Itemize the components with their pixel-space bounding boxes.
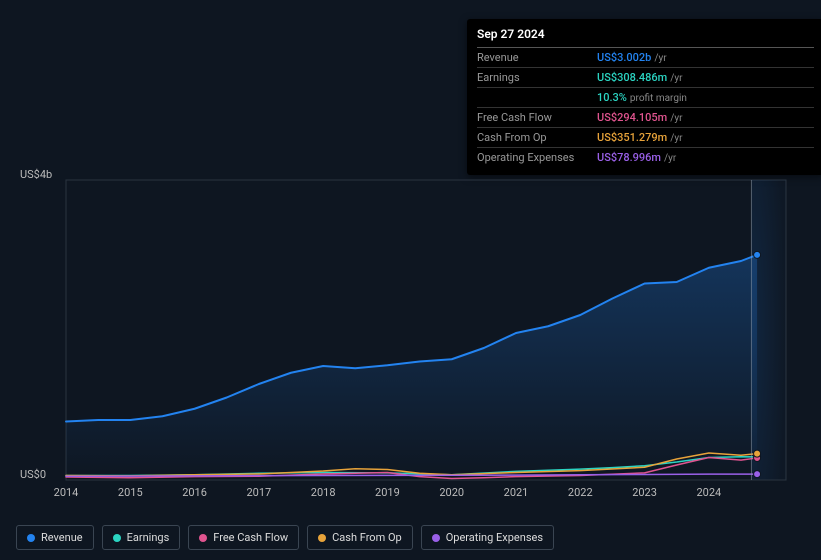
tooltip-row-value: US$351.279m [597,131,667,144]
tooltip-row: RevenueUS$3.002b/yr [477,48,814,68]
tooltip-row-label: Earnings [477,71,597,84]
x-axis-tick-label: 2024 [696,486,721,499]
legend-swatch [432,534,440,542]
tooltip-row-value: US$3.002b [597,51,651,64]
series-end-marker [754,251,761,258]
x-axis-tick-label: 2017 [246,486,271,499]
x-axis-tick-label: 2014 [54,486,79,499]
tooltip-row-suffix: /yr [670,133,682,144]
tooltip-row-suffix: /yr [654,53,666,64]
y-axis-tick-label: US$0 [20,468,46,481]
x-axis-tick-label: 2016 [182,486,207,499]
legend-item[interactable]: Free Cash Flow [188,525,299,550]
legend-swatch [113,534,121,542]
legend-swatch [199,534,207,542]
legend-label: Earnings [127,531,170,544]
series-end-marker [754,471,761,478]
legend-item[interactable]: Earnings [102,525,181,550]
tooltip-row-label: Revenue [477,51,597,64]
legend-item[interactable]: Cash From Op [307,525,413,550]
tooltip-row: Free Cash FlowUS$294.105m/yr [477,108,814,128]
legend-item[interactable]: Revenue [16,525,94,550]
x-axis-tick-label: 2020 [439,486,464,499]
chart-svg [16,160,806,510]
legend-label: Operating Expenses [446,531,543,544]
legend-label: Free Cash Flow [213,531,288,544]
financials-chart: US$0 US$4b 2014 2015 2016 2017 2018 2019 2020 20… [16,160,805,500]
tooltip-row-label: Free Cash Flow [477,111,597,124]
legend-swatch [318,534,326,542]
tooltip-row-value: 10.3% [597,91,627,104]
x-axis-tick-label: 2021 [504,486,529,499]
tooltip-row-suffix: /yr [670,113,682,124]
x-axis-tick-label: 2023 [632,486,657,499]
tooltip-row: Cash From OpUS$351.279m/yr [477,128,814,148]
x-axis-tick-label: 2022 [568,486,593,499]
x-axis-tick-label: 2019 [375,486,400,499]
chart-tooltip: Sep 27 2024 RevenueUS$3.002b/yrEarningsU… [467,19,821,175]
legend-label: Cash From Op [332,531,402,544]
x-axis-tick-label: 2018 [311,486,336,499]
series-end-marker [754,450,761,457]
x-axis-tick-label: 2015 [118,486,143,499]
legend-item[interactable]: Operating Expenses [421,525,554,550]
tooltip-date: Sep 27 2024 [477,25,814,48]
tooltip-row-value: US$294.105m [597,111,667,124]
tooltip-row: EarningsUS$308.486m/yr [477,68,814,88]
tooltip-row: 10.3%profit margin [477,88,814,108]
legend-label: Revenue [41,531,83,544]
tooltip-row-suffix: profit margin [630,93,687,104]
tooltip-row-value: US$308.486m [597,71,667,84]
legend-swatch [27,534,35,542]
tooltip-row-suffix: /yr [670,73,682,84]
chart-legend: Revenue Earnings Free Cash Flow Cash From O… [16,525,554,550]
tooltip-row-label: Cash From Op [477,131,597,144]
y-axis-tick-label: US$4b [20,168,52,181]
